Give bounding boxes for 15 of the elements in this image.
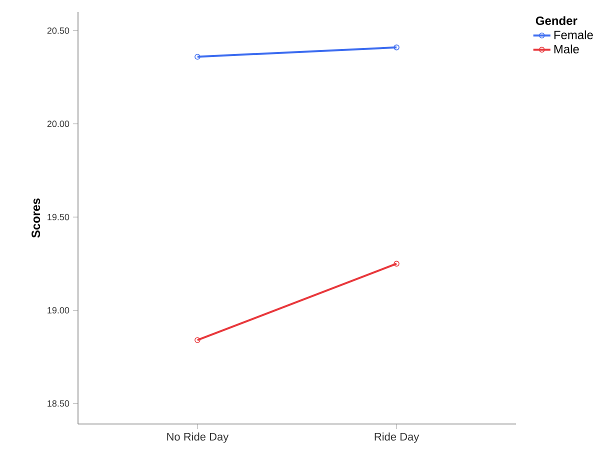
y-tick-label: 19.00 (48, 307, 70, 314)
point (194, 54, 200, 60)
y-tick-label: 20.50 (47, 27, 70, 34)
legend-label: Female (554, 30, 593, 40)
point (394, 44, 400, 50)
y-axis-title: Scores (32, 198, 40, 238)
legend-label: Male (554, 44, 579, 54)
y-tick-label: 19.50 (48, 214, 70, 220)
x-tick-label: Ride Day (374, 432, 420, 443)
legend-title: Gender (536, 16, 578, 26)
point (194, 337, 200, 344)
x-tick-label: No Ride Day (167, 432, 229, 443)
point (394, 260, 400, 267)
y-tick-label: 20.00 (47, 120, 70, 128)
y-tick-label: 18.50 (48, 400, 70, 407)
